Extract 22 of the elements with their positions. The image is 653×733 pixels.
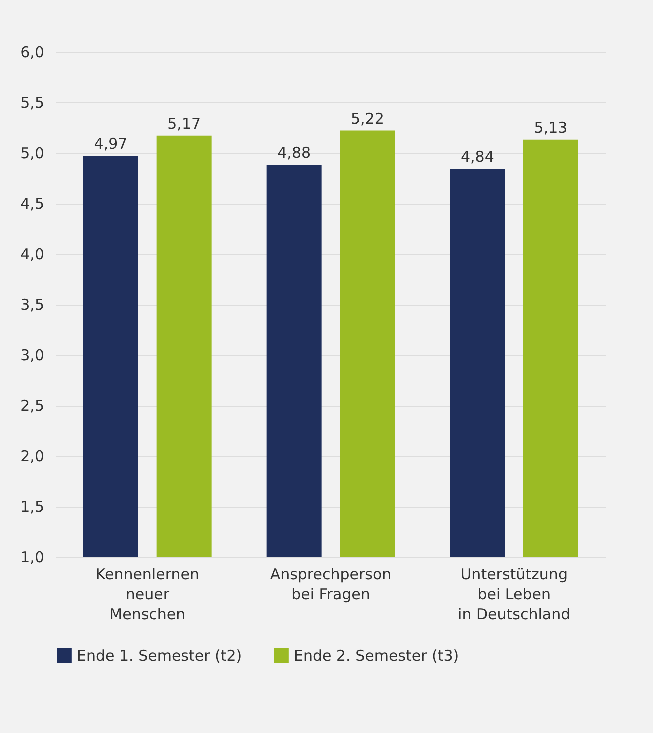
y-tick-label: 1,0 — [20, 548, 44, 566]
data-label: 5,17 — [168, 114, 202, 133]
data-label: 5,13 — [534, 118, 568, 137]
y-tick-label: 2,0 — [20, 448, 44, 466]
y-tick-label: 5,0 — [20, 144, 44, 162]
y-tick-label: 5,5 — [20, 94, 44, 112]
data-label: 4,84 — [460, 148, 494, 166]
y-tick-label: 4,5 — [20, 195, 44, 213]
legend-label: Ende 2. Semester (t3) — [294, 646, 460, 665]
y-tick-label: 3,5 — [20, 296, 44, 314]
x-tick-label: Unterstützung bei Leben in Deutschland — [458, 566, 571, 624]
x-tick-label: Kennenlernen neuer Menschen — [96, 566, 200, 624]
data-label: 4,97 — [94, 135, 128, 154]
y-tick-label: 2,5 — [20, 397, 44, 415]
y-tick-label: 3,0 — [20, 346, 44, 364]
legend-label: Ende 1. Semester (t2) — [77, 646, 242, 665]
data-label: 5,22 — [350, 110, 384, 128]
y-tick-label: 6,0 — [20, 44, 44, 62]
y-tick-label: 1,5 — [20, 498, 44, 516]
x-tick-label: Ansprechperson bei Fragen — [270, 566, 392, 604]
y-tick-label: 4,0 — [20, 246, 44, 264]
data-label: 4,88 — [278, 144, 312, 162]
